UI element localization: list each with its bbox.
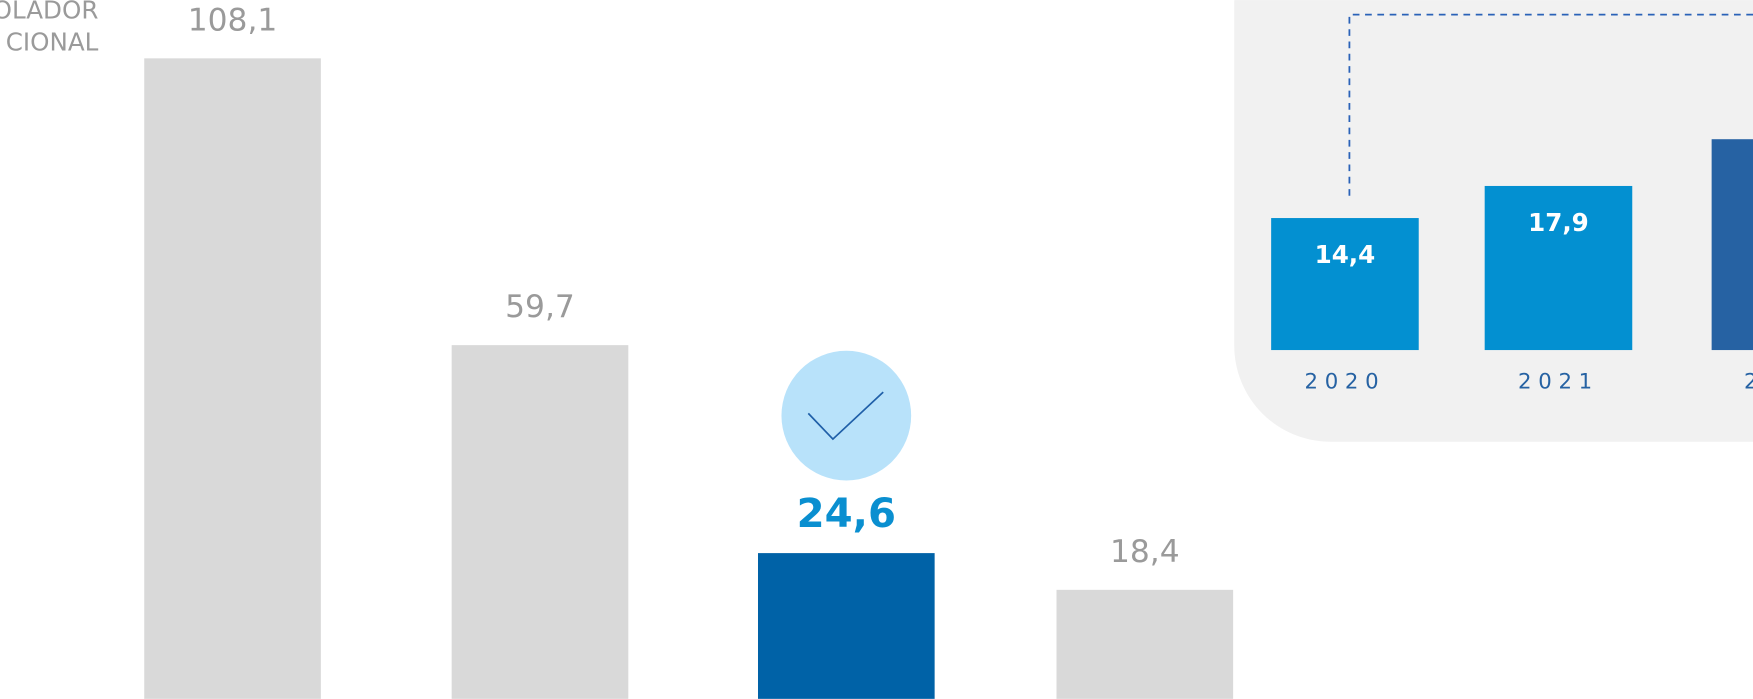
x-tick-label: 2021 — [1518, 369, 1599, 394]
bar — [1271, 218, 1419, 351]
side-label: CIONAL — [6, 28, 99, 57]
value-label: 14,4 — [1315, 240, 1376, 269]
x-tick-label: 2 — [1744, 369, 1753, 394]
bar — [1711, 139, 1753, 351]
value-label: 108,1 — [188, 2, 278, 38]
bar — [1484, 185, 1633, 351]
value-label: 59,7 — [505, 289, 575, 325]
value-label: 24,6 — [797, 491, 896, 537]
value-label: 18,4 — [1110, 534, 1180, 570]
x-tick-label: 2020 — [1304, 369, 1385, 394]
bar — [144, 58, 321, 699]
bar — [451, 345, 629, 699]
check-mark — [807, 391, 884, 441]
check-badge — [781, 350, 912, 481]
bar — [757, 553, 935, 699]
side-label: OLADOR — [0, 0, 98, 24]
bar — [1056, 589, 1234, 699]
value-label: 17,9 — [1528, 208, 1589, 237]
